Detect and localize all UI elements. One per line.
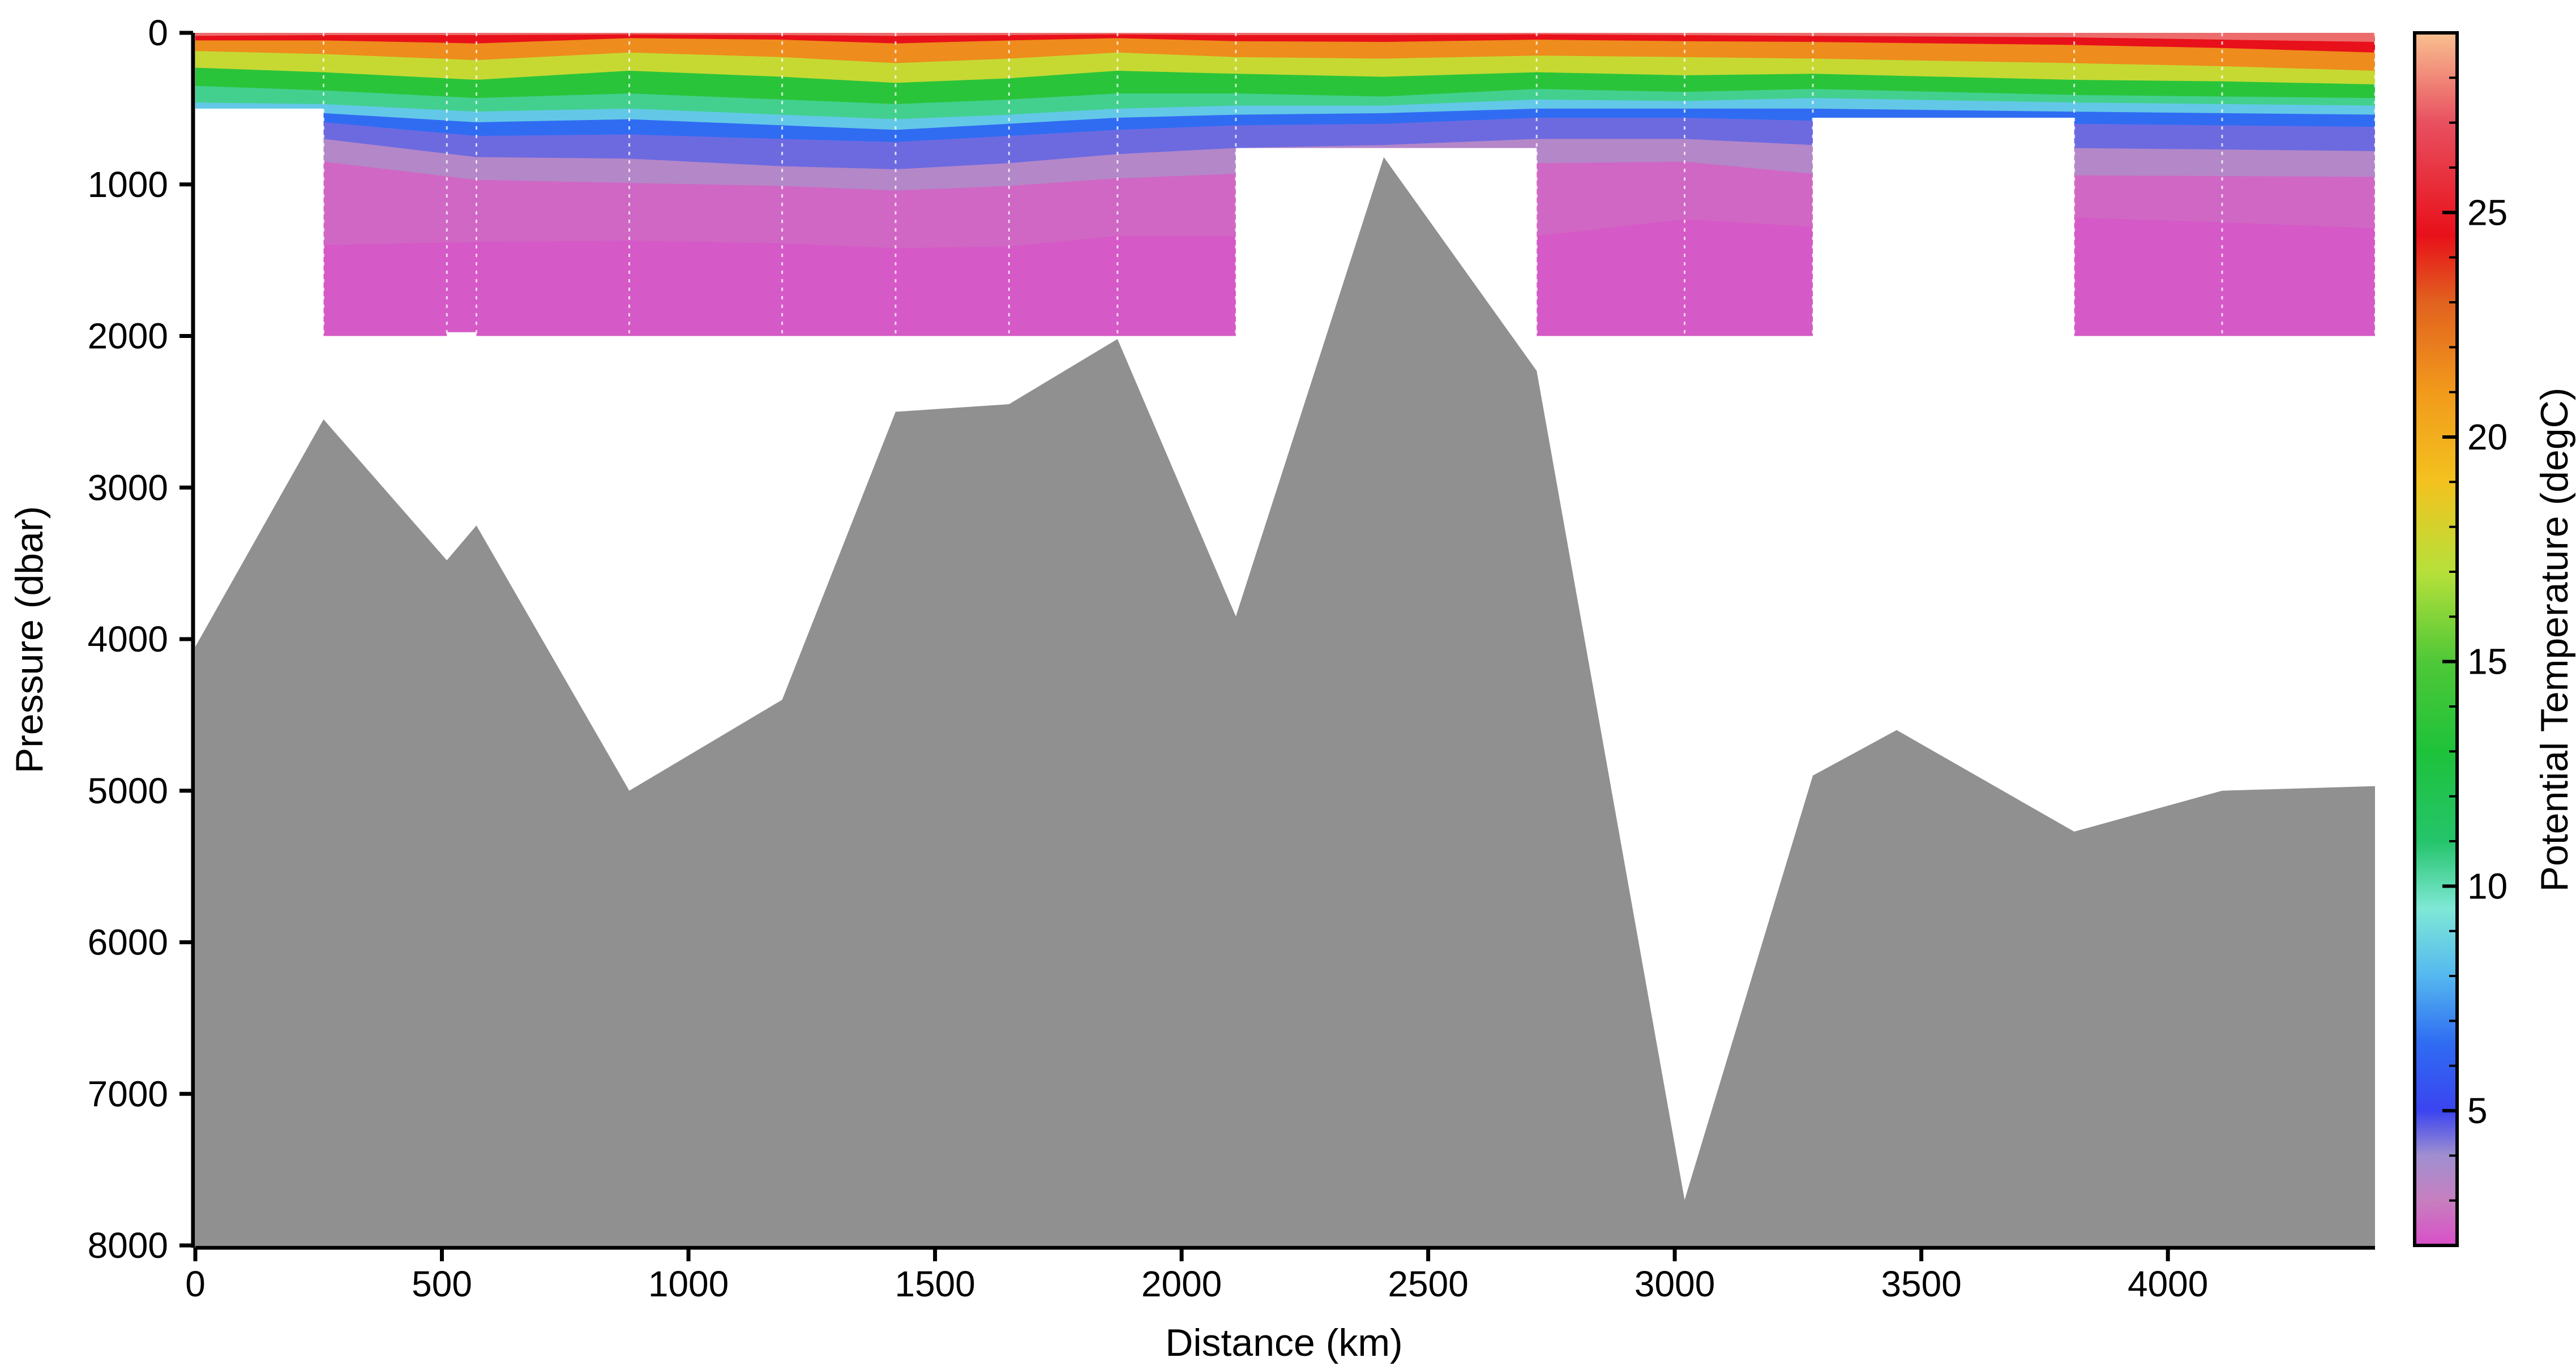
x-tick-label: 4000: [2128, 1264, 2208, 1304]
y-tick-label: 8000: [88, 1225, 168, 1266]
temperature-band: [195, 33, 2375, 71]
y-tick-label: 6000: [88, 922, 168, 963]
colorbar: 5 10 15 20 25 Potential Temperature (degC): [2413, 31, 2576, 1247]
colorbar-tick-label: 5: [2467, 1090, 2488, 1131]
colorbar-title: Potential Temperature (degC): [2533, 388, 2576, 892]
plot-area: [195, 33, 2375, 1245]
x-tick-label: 2000: [1141, 1264, 1222, 1304]
y-tick-label: 3000: [88, 467, 168, 508]
x-tick-label: 2500: [1388, 1264, 1468, 1304]
temperature-band: [195, 33, 2375, 53]
colorbar-tick-label: 25: [2467, 192, 2507, 233]
bathymetry-area: [195, 157, 2375, 1245]
colorbar-gradient: [2413, 31, 2459, 1247]
colorbar-tick-label: 20: [2467, 417, 2507, 457]
x-tick-label: 3500: [1881, 1264, 1961, 1304]
y-tick-label: 1000: [88, 164, 168, 205]
y-tick-label: 5000: [88, 770, 168, 811]
y-axis: 0 1000 2000 3000 4000 5000 6000 7000 8000: [88, 12, 195, 1266]
temperature-band: [195, 33, 2375, 42]
x-tick-label: 1000: [648, 1264, 729, 1304]
y-tick-label: 2000: [88, 316, 168, 357]
x-tick-label: 1500: [895, 1264, 975, 1304]
colorbar-tick-label: 15: [2467, 641, 2507, 682]
x-axis-title: Distance (km): [1165, 1321, 1402, 1364]
colorbar-ticks: 5 10 15 20 25: [2442, 76, 2507, 1202]
x-tick-label: 500: [412, 1264, 472, 1304]
y-tick-label: 4000: [88, 619, 168, 660]
y-axis-title: Pressure (dbar): [8, 506, 51, 773]
colorbar-tick-label: 10: [2467, 866, 2507, 906]
x-tick-label: 0: [185, 1264, 206, 1304]
y-tick-label: 7000: [88, 1073, 168, 1114]
x-axis: 0 500 1000 1500 2000 2500 3000 3500 4000: [185, 1245, 2375, 1304]
y-tick-label: 0: [148, 12, 168, 53]
data-gap: [447, 332, 477, 341]
x-tick-label: 3000: [1634, 1264, 1715, 1304]
